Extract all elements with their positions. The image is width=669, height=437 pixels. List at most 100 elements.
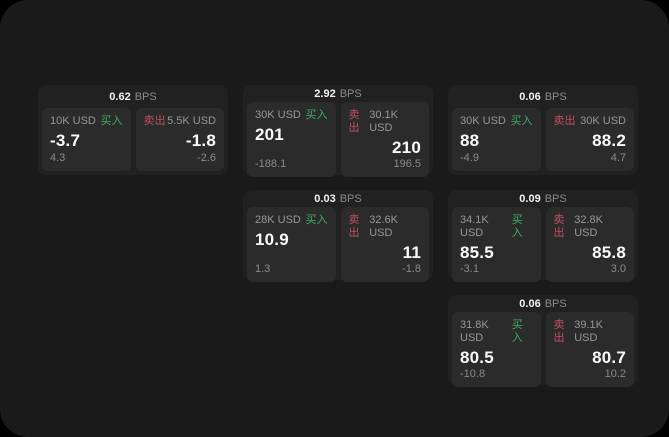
sell-pane-top: 卖出 32.6K USD: [349, 214, 422, 240]
card-header: 0.62 BPS: [38, 85, 228, 106]
bps-value: 0.03: [314, 193, 336, 205]
sell-delta: 10.2: [604, 368, 626, 380]
buy-pane[interactable]: 34.1K USD 买入 85.5 -3.1: [452, 207, 541, 282]
buy-amount: 10K USD: [50, 115, 96, 127]
buy-pane-top: 34.1K USD 买入: [460, 214, 533, 240]
sell-pane-top: 卖出 30K USD: [554, 115, 627, 128]
card-header: 0.09 BPS: [448, 190, 638, 205]
buy-price: -3.7: [50, 131, 81, 150]
sell-delta: 4.7: [610, 152, 626, 164]
sell-amount: 32.6K USD: [369, 214, 398, 239]
quote-card: 2.92 BPS 30K USD 买入 201 -188.1 卖出 30.1K …: [243, 85, 433, 177]
sell-delta: 3.0: [610, 263, 626, 275]
card-body: 34.1K USD 买入 85.5 -3.1 卖出 32.8K USD 85.8…: [448, 205, 638, 286]
buy-delta: 4.3: [50, 152, 66, 164]
buy-amount: 30K USD: [460, 115, 506, 127]
sell-pane-top: 卖出 5.5K USD: [144, 115, 217, 128]
card-body: 10K USD 买入 -3.7 4.3 卖出 5.5K USD -1.8 -2.…: [38, 106, 228, 175]
buy-delta: -188.1: [255, 158, 287, 170]
sell-amount: 30K USD: [580, 115, 626, 127]
buy-delta: 1.3: [255, 263, 271, 275]
sell-delta: 196.5: [393, 158, 421, 170]
buy-delta: -4.9: [460, 152, 479, 164]
bps-unit: BPS: [544, 298, 567, 310]
buy-pane-top: 30K USD 买入: [255, 109, 328, 122]
buy-pane[interactable]: 30K USD 买入 201 -188.1: [247, 102, 336, 177]
quotes-grid: 0.62 BPS 10K USD 买入 -3.7 4.3 卖出 5.5K USD: [38, 85, 638, 387]
buy-amount: 34.1K USD: [460, 214, 489, 239]
buy-pane[interactable]: 30K USD 买入 88 -4.9: [452, 108, 541, 171]
sell-pane-top: 卖出 32.8K USD: [554, 214, 627, 240]
quote-card: 0.62 BPS 10K USD 买入 -3.7 4.3 卖出 5.5K USD: [38, 85, 228, 175]
buy-pane-top: 10K USD 买入: [50, 115, 123, 128]
sell-amount: 39.1K USD: [574, 319, 603, 344]
sell-side-label: 卖出: [348, 214, 360, 239]
sell-side-label: 卖出: [553, 319, 565, 344]
buy-side-label: 买入: [100, 115, 123, 127]
sell-price: 11: [402, 243, 421, 262]
quote-card: 0.09 BPS 34.1K USD 买入 85.5 -3.1 卖出 32.8K…: [448, 190, 638, 282]
sell-pane[interactable]: 卖出 32.6K USD 11 -1.8: [340, 207, 429, 282]
sell-pane[interactable]: 卖出 32.8K USD 85.8 3.0: [545, 207, 634, 282]
card-header: 0.06 BPS: [448, 295, 638, 310]
bps-unit: BPS: [134, 91, 157, 103]
buy-amount: 28K USD: [255, 214, 301, 226]
bps-value: 0.06: [519, 298, 541, 310]
sell-pane[interactable]: 卖出 5.5K USD -1.8 -2.6: [135, 108, 224, 171]
buy-price: 10.9: [255, 230, 289, 249]
card-body: 31.8K USD 买入 80.5 -10.8 卖出 39.1K USD 80.…: [448, 310, 638, 391]
sell-price: 85.8: [592, 243, 626, 262]
buy-price: 80.5: [460, 348, 494, 367]
buy-pane-top: 31.8K USD 买入: [460, 319, 533, 345]
sell-pane-top: 卖出 39.1K USD: [554, 319, 627, 345]
buy-amount: 31.8K USD: [460, 319, 489, 344]
sell-side-label: 卖出: [553, 214, 565, 239]
sell-pane-top: 卖出 30.1K USD: [349, 109, 422, 135]
buy-pane-top: 28K USD 买入: [255, 214, 328, 227]
buy-side-label: 买入: [511, 214, 523, 239]
sell-price: 210: [392, 138, 421, 157]
buy-delta: -10.8: [460, 368, 486, 380]
quote-card: 0.03 BPS 28K USD 买入 10.9 1.3 卖出 32.6K US…: [243, 190, 433, 282]
buy-pane[interactable]: 10K USD 买入 -3.7 4.3: [42, 108, 131, 171]
buy-pane[interactable]: 28K USD 买入 10.9 1.3: [247, 207, 336, 282]
sell-delta: -2.6: [197, 152, 216, 164]
sell-price: -1.8: [185, 131, 216, 150]
quote-card: 0.06 BPS 31.8K USD 买入 80.5 -10.8 卖出 39.1…: [448, 295, 638, 387]
bps-value: 0.09: [519, 193, 541, 205]
sell-pane[interactable]: 卖出 30K USD 88.2 4.7: [545, 108, 634, 171]
buy-side-label: 买入: [511, 319, 523, 344]
card-header: 0.03 BPS: [243, 190, 433, 205]
buy-delta: -3.1: [460, 263, 479, 275]
card-header: 2.92 BPS: [243, 85, 433, 100]
sell-side-label: 卖出: [143, 115, 166, 127]
sell-pane[interactable]: 卖出 39.1K USD 80.7 10.2: [545, 312, 634, 387]
bps-unit: BPS: [339, 88, 362, 100]
buy-pane-top: 30K USD 买入: [460, 115, 533, 128]
card-body: 28K USD 买入 10.9 1.3 卖出 32.6K USD 11 -1.8: [243, 205, 433, 286]
buy-side-label: 买入: [510, 115, 533, 127]
card-header: 0.06 BPS: [448, 85, 638, 106]
sell-amount: 30.1K USD: [369, 109, 398, 134]
buy-price: 201: [255, 125, 284, 144]
sell-amount: 32.8K USD: [574, 214, 603, 239]
quote-card: 0.06 BPS 30K USD 买入 88 -4.9 卖出 30K USD: [448, 85, 638, 175]
bps-value: 0.06: [519, 91, 541, 103]
bps-unit: BPS: [544, 91, 567, 103]
buy-side-label: 买入: [305, 109, 328, 121]
sell-side-label: 卖出: [348, 109, 360, 134]
sell-delta: -1.8: [402, 263, 421, 275]
sell-pane[interactable]: 卖出 30.1K USD 210 196.5: [340, 102, 429, 177]
sell-amount: 5.5K USD: [167, 115, 216, 127]
bps-unit: BPS: [339, 193, 362, 205]
bps-unit: BPS: [544, 193, 567, 205]
buy-price: 85.5: [460, 243, 494, 262]
buy-amount: 30K USD: [255, 109, 301, 121]
sell-price: 88.2: [592, 131, 626, 150]
buy-side-label: 买入: [305, 214, 328, 226]
sell-side-label: 卖出: [553, 115, 576, 127]
bps-value: 0.62: [109, 91, 131, 103]
card-body: 30K USD 买入 201 -188.1 卖出 30.1K USD 210 1…: [243, 100, 433, 181]
buy-pane[interactable]: 31.8K USD 买入 80.5 -10.8: [452, 312, 541, 387]
